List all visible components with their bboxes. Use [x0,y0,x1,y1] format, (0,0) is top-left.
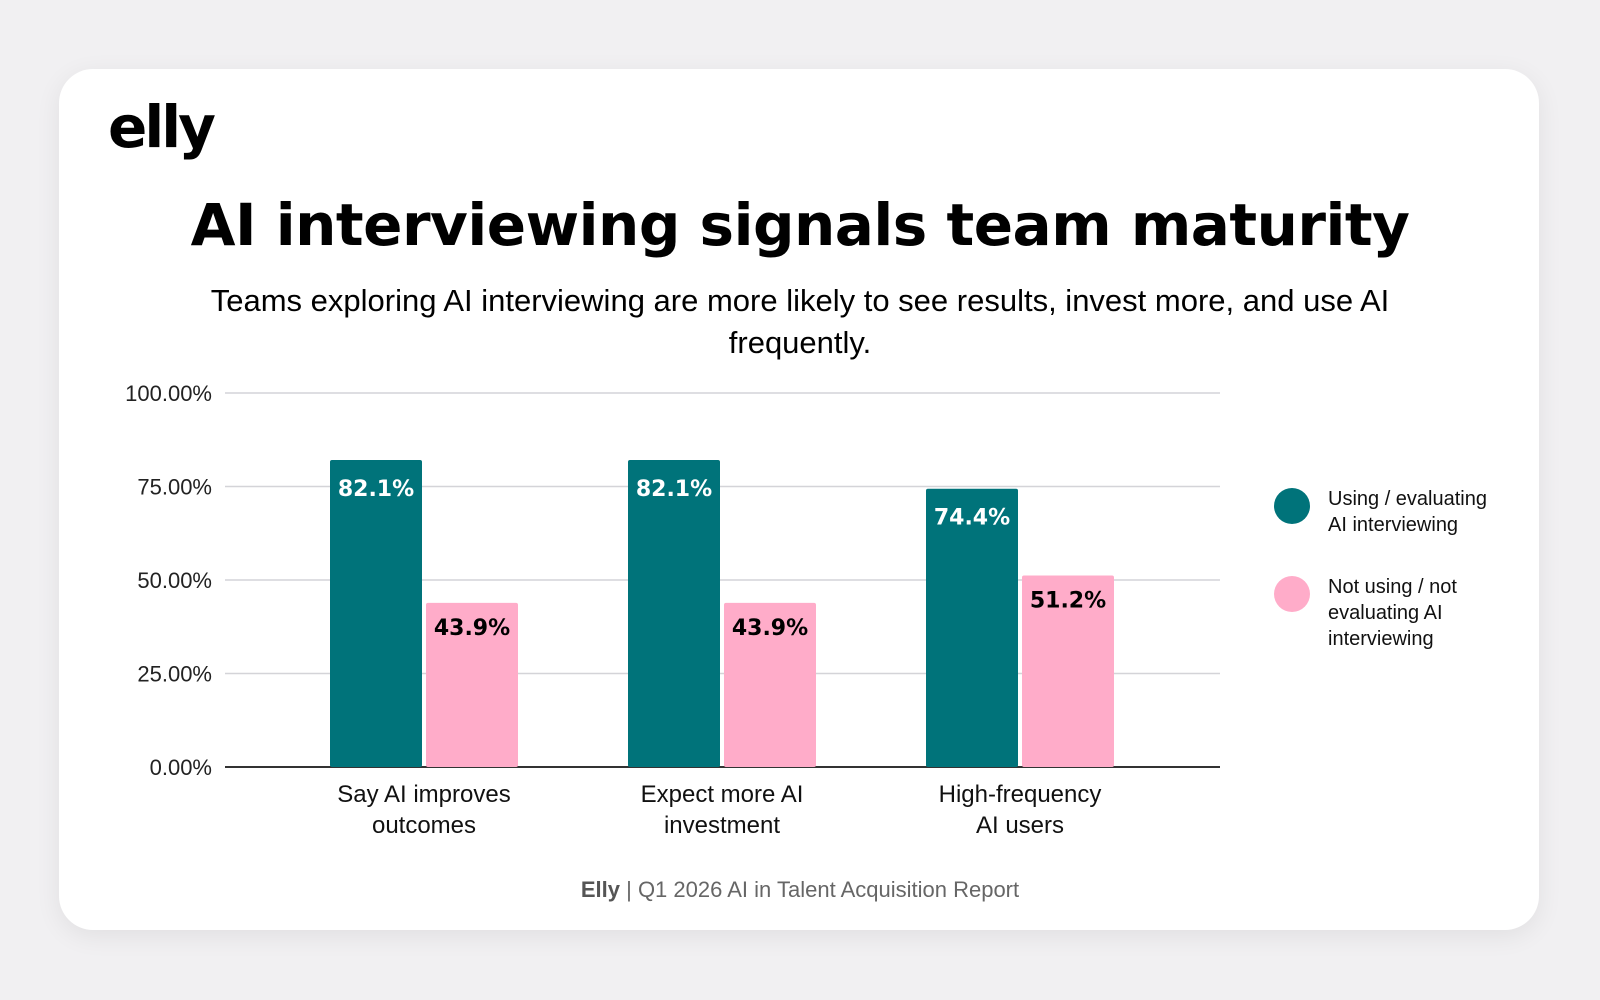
legend-swatch [1274,488,1310,524]
bar-value-label: 74.4% [934,506,1010,531]
bar-value-label: 43.9% [732,616,808,641]
y-tick-label: 100.00% [125,381,212,406]
chart-legend: Using / evaluating AI interviewing Not usi… [1274,486,1534,688]
x-category-label: Say AI improves [337,781,510,808]
chart-title: AI interviewing signals team maturity [190,191,1410,259]
legend-label-line: Not using / not [1328,576,1457,598]
x-category-label: investment [664,812,780,839]
bar [926,488,1018,767]
footer-brand: Elly [580,877,620,902]
y-tick-label: 25.00% [137,662,212,687]
legend-label: Not using / not evaluating AI interviewing [1328,574,1518,652]
chart-subtitle: Teams exploring AI interviewing are more… [210,283,1390,360]
x-category-label: outcomes [372,812,476,839]
bar-value-label: 43.9% [434,616,510,641]
bar [330,459,422,767]
x-category-label: AI users [976,812,1064,839]
legend-label-line: Using / evaluating [1328,488,1487,510]
legend-item: Using / evaluating AI interviewing [1274,486,1534,538]
legend-swatch [1274,576,1310,612]
legend-label-line: evaluating AI [1328,602,1443,624]
y-tick-label: 0.00% [150,755,212,780]
legend-item: Not using / not evaluating AI interviewing [1274,574,1534,652]
bar [628,459,720,767]
y-tick-label: 75.00% [137,475,212,500]
y-tick-label: 50.00% [137,568,212,593]
bar-value-label: 82.1% [338,477,414,502]
bar [724,602,816,767]
x-category-label: High-frequency [939,781,1102,808]
bar-value-label: 82.1% [636,477,712,502]
footer-text: | Q1 2026 AI in Talent Acquisition Repor… [620,877,1020,902]
footer-source: Elly | Q1 2026 AI in Talent Acquisition … [0,877,1600,903]
bar [426,602,518,767]
legend-label-line: AI interviewing [1328,514,1459,536]
bar [1022,575,1114,767]
bar-value-label: 51.2% [1030,589,1106,614]
legend-label: Using / evaluating AI interviewing [1328,486,1518,538]
elly-logo: elly [108,93,216,161]
x-category-label: Expect more AI [641,781,804,808]
legend-label-line: interviewing [1328,628,1434,650]
